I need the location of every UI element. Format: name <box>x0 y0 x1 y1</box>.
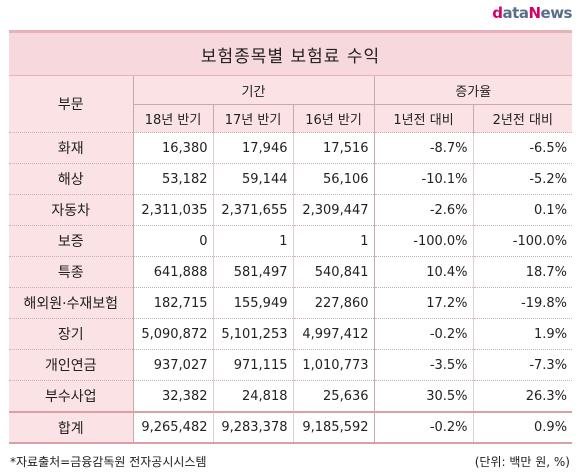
row-label: 해상 <box>9 163 134 195</box>
datanews-logo: dataNews <box>492 4 572 22</box>
cell-growth-2yr: -7.3% <box>473 349 573 381</box>
header-17h1: 17년 반기 <box>213 104 294 133</box>
header-16h1: 16년 반기 <box>293 104 375 133</box>
cell-growth-1yr: -8.7% <box>374 132 474 164</box>
cell-16h1: 227,860 <box>293 287 375 319</box>
table-container: 보험종목별 보험료 수익 부문 기간 증가율 18년 반기 17년 반기 16년… <box>9 30 573 444</box>
table-row: 부수사업 32,382 24,818 25,636 30.5% 26.3% <box>9 380 573 412</box>
total-growth-1yr: -0.2% <box>374 411 474 443</box>
cell-growth-2yr: 0.1% <box>473 194 573 226</box>
cell-16h1: 2,309,447 <box>293 194 375 226</box>
cell-17h1: 1 <box>213 225 294 257</box>
row-label: 보증 <box>9 225 134 257</box>
cell-18h1: 5,090,872 <box>133 318 214 350</box>
header-18h1: 18년 반기 <box>133 104 214 133</box>
cell-growth-1yr: -2.6% <box>374 194 474 226</box>
table-row: 장기 5,090,872 5,101,253 4,997,412 -0.2% 1… <box>9 318 573 350</box>
cell-18h1: 0 <box>133 225 214 257</box>
row-label: 화재 <box>9 132 134 164</box>
cell-16h1: 25,636 <box>293 380 375 412</box>
header-2yr: 2년전 대비 <box>473 104 573 133</box>
cell-17h1: 24,818 <box>213 380 294 412</box>
cell-17h1: 17,946 <box>213 132 294 164</box>
cell-growth-1yr: 17.2% <box>374 287 474 319</box>
cell-16h1: 56,106 <box>293 163 375 195</box>
cell-16h1: 1 <box>293 225 375 257</box>
cell-growth-2yr: -100.0% <box>473 225 573 257</box>
total-row: 합계 9,265,482 9,283,378 9,185,592 -0.2% 0… <box>9 411 573 443</box>
header-growth: 증가율 <box>374 76 573 105</box>
cell-18h1: 182,715 <box>133 287 214 319</box>
cell-18h1: 2,311,035 <box>133 194 214 226</box>
table-row: 화재 16,380 17,946 17,516 -8.7% -6.5% <box>9 132 573 164</box>
table-row: 특종 641,888 581,497 540,841 10.4% 18.7% <box>9 256 573 288</box>
table-row: 보증 0 1 1 -100.0% -100.0% <box>9 225 573 257</box>
row-label: 개인연금 <box>9 349 134 381</box>
cell-growth-1yr: -10.1% <box>374 163 474 195</box>
row-label: 부수사업 <box>9 380 134 412</box>
cell-17h1: 2,371,655 <box>213 194 294 226</box>
total-17h1: 9,283,378 <box>213 411 294 443</box>
total-label: 합계 <box>9 411 134 443</box>
total-growth-2yr: 0.9% <box>473 411 573 443</box>
cell-growth-2yr: -5.2% <box>473 163 573 195</box>
cell-17h1: 581,497 <box>213 256 294 288</box>
unit-note: (단위: 백만 원, %) <box>474 455 570 469</box>
header-part: 부문 <box>9 76 134 133</box>
total-16h1: 9,185,592 <box>293 411 375 443</box>
cell-growth-1yr: -3.5% <box>374 349 474 381</box>
row-label: 자동차 <box>9 194 134 226</box>
cell-17h1: 5,101,253 <box>213 318 294 350</box>
cell-growth-2yr: 18.7% <box>473 256 573 288</box>
cell-18h1: 32,382 <box>133 380 214 412</box>
cell-16h1: 4,997,412 <box>293 318 375 350</box>
cell-17h1: 971,115 <box>213 349 294 381</box>
table-row: 자동차 2,311,035 2,371,655 2,309,447 -2.6% … <box>9 194 573 226</box>
cell-growth-1yr: -0.2% <box>374 318 474 350</box>
premium-table: 부문 기간 증가율 18년 반기 17년 반기 16년 반기 1년전 대비 2년… <box>9 76 573 444</box>
source-note: *자료출처=금융감독원 전자공시시스템 <box>10 455 207 469</box>
cell-16h1: 540,841 <box>293 256 375 288</box>
row-label: 해외원·수재보험 <box>9 287 134 319</box>
cell-growth-2yr: 26.3% <box>473 380 573 412</box>
header-1yr: 1년전 대비 <box>374 104 474 133</box>
table-row: 해상 53,182 59,144 56,106 -10.1% -5.2% <box>9 163 573 195</box>
cell-17h1: 59,144 <box>213 163 294 195</box>
table-row: 개인연금 937,027 971,115 1,010,773 -3.5% -7.… <box>9 349 573 381</box>
cell-17h1: 155,949 <box>213 287 294 319</box>
cell-18h1: 937,027 <box>133 349 214 381</box>
cell-growth-1yr: -100.0% <box>374 225 474 257</box>
cell-growth-1yr: 30.5% <box>374 380 474 412</box>
header-period: 기간 <box>133 76 375 105</box>
table-row: 해외원·수재보험 182,715 155,949 227,860 17.2% -… <box>9 287 573 319</box>
row-label: 장기 <box>9 318 134 350</box>
cell-18h1: 53,182 <box>133 163 214 195</box>
cell-growth-2yr: 1.9% <box>473 318 573 350</box>
cell-18h1: 641,888 <box>133 256 214 288</box>
cell-16h1: 17,516 <box>293 132 375 164</box>
cell-18h1: 16,380 <box>133 132 214 164</box>
cell-16h1: 1,010,773 <box>293 349 375 381</box>
total-18h1: 9,265,482 <box>133 411 214 443</box>
table-title: 보험종목별 보험료 수익 <box>9 33 572 76</box>
cell-growth-2yr: -6.5% <box>473 132 573 164</box>
cell-growth-2yr: -19.8% <box>473 287 573 319</box>
row-label: 특종 <box>9 256 134 288</box>
cell-growth-1yr: 10.4% <box>374 256 474 288</box>
